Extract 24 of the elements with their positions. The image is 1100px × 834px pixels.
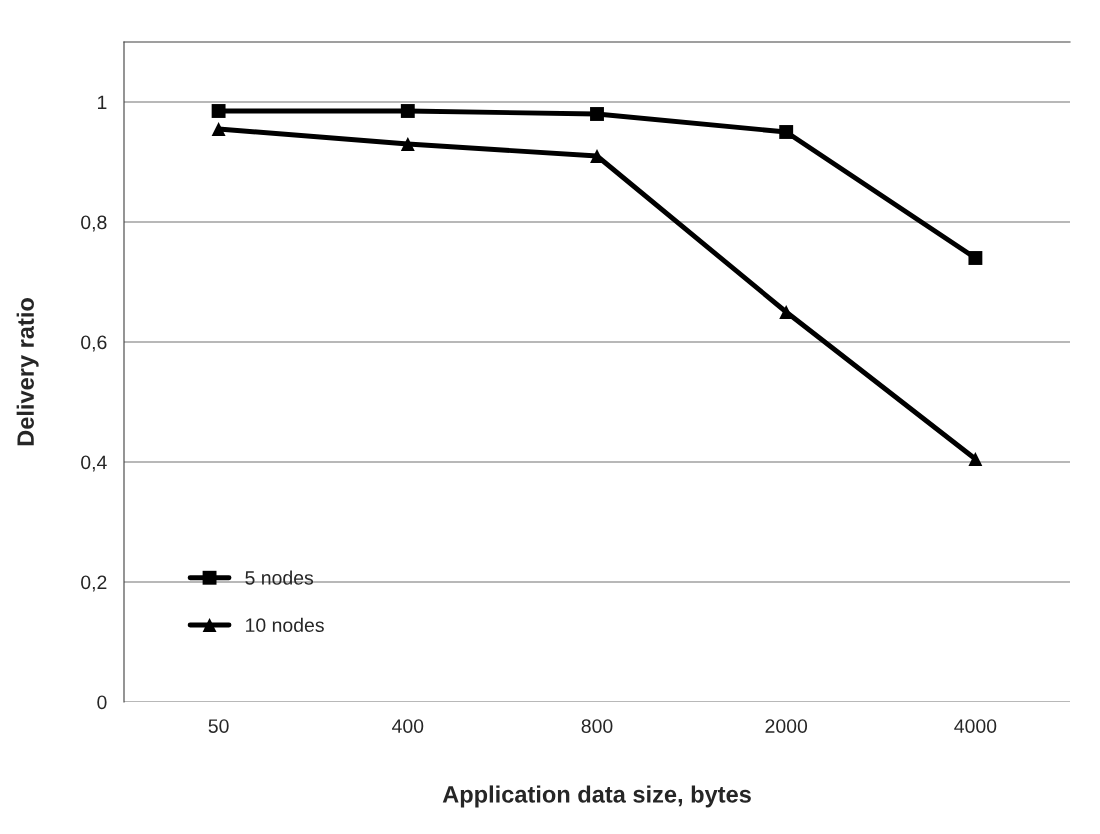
point — [211, 104, 226, 118]
x-tick-label: 50 — [208, 719, 229, 733]
point — [968, 251, 983, 265]
y-tick-label: 0 — [97, 695, 107, 710]
x-axis-title: Application data size, bytes — [442, 785, 751, 808]
point — [590, 107, 604, 121]
point — [400, 104, 415, 118]
x-tick-label: 4000 — [954, 719, 997, 733]
y-tick-label: 0,6 — [81, 335, 107, 352]
x-tick-label: 400 — [392, 719, 424, 733]
point — [211, 122, 226, 136]
y-axis-title: Delivery ratio — [16, 298, 39, 446]
point — [779, 125, 794, 139]
x-tick-label: 2000 — [765, 719, 808, 733]
legend-label: 10 nodes — [246, 617, 324, 633]
y-tick-label: 0,8 — [81, 215, 107, 232]
x-tick-label: 800 — [581, 719, 613, 733]
point — [968, 452, 983, 466]
y-tick-label: 0,2 — [81, 575, 107, 592]
y-tick-label: 1 — [98, 95, 107, 110]
y-tick-label: 0,4 — [81, 455, 107, 472]
point — [400, 137, 415, 151]
point — [590, 149, 604, 163]
legend-label: 5 nodes — [245, 570, 314, 585]
